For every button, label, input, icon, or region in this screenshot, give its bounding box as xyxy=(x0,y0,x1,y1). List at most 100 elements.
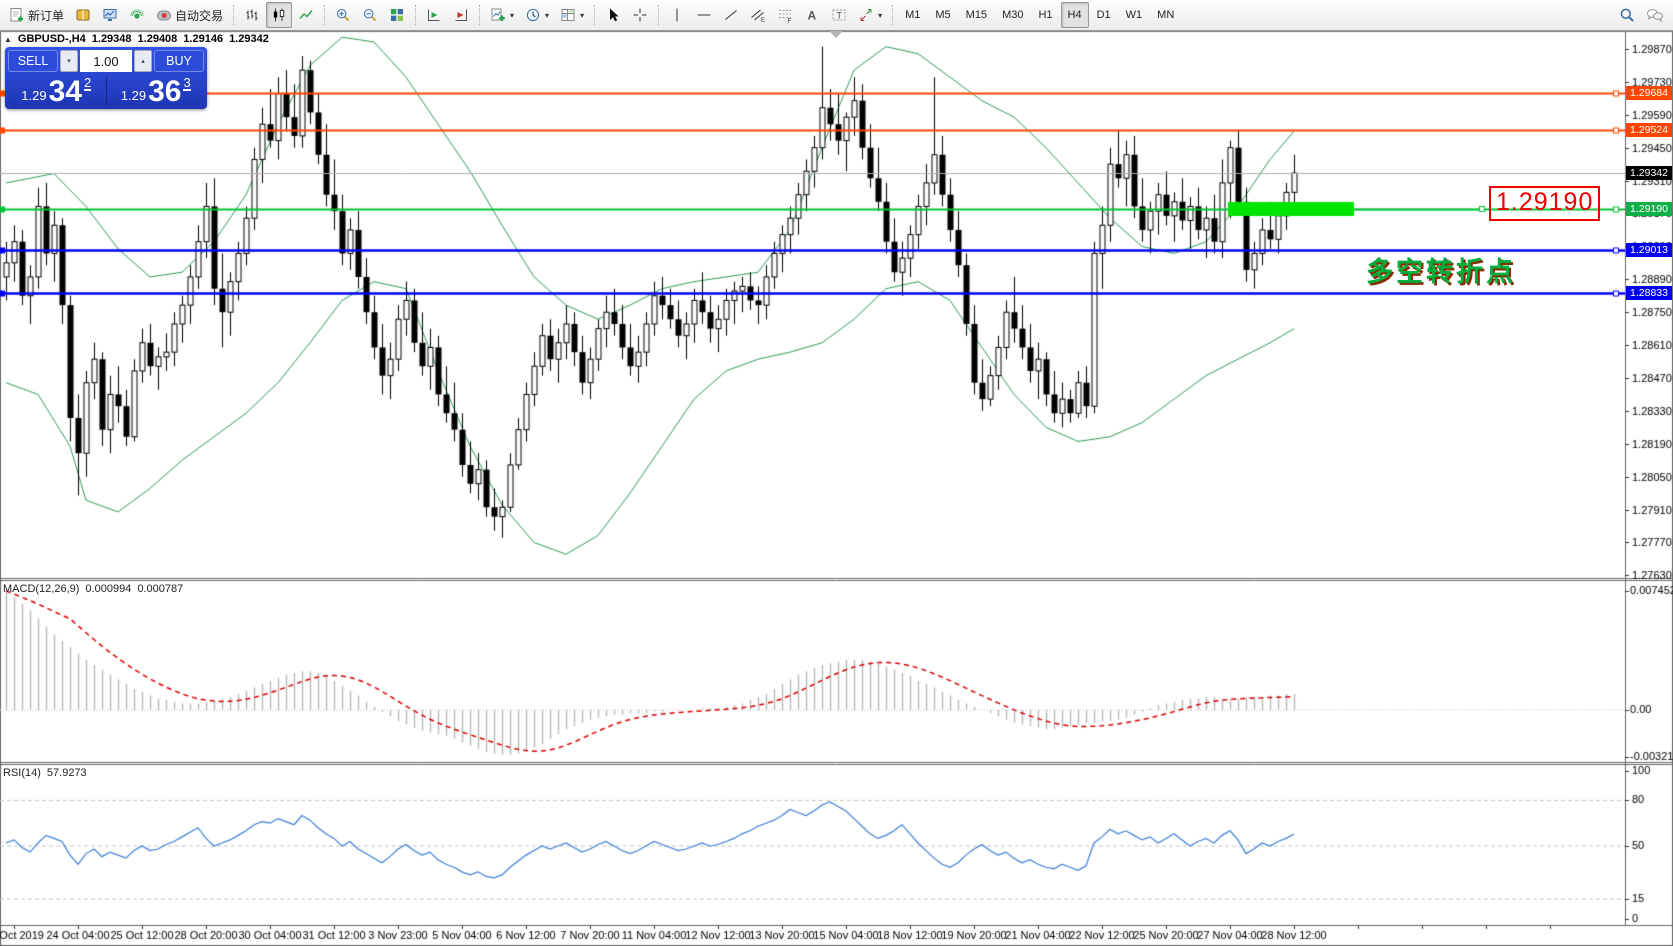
rsi-label: RSI(14) 57.9273 xyxy=(3,767,87,779)
macd-label: MACD(12,26,9) 0.000994 0.000787 xyxy=(3,583,183,595)
fibonacci-button[interactable]: F xyxy=(772,2,798,28)
tf-mn-button[interactable]: MN xyxy=(1157,9,1175,21)
autotrade-label: 自动交易 xyxy=(175,8,224,23)
symbol-period-label: GBPUSD-,H4 xyxy=(17,33,86,45)
search-button[interactable] xyxy=(1614,2,1640,28)
buy-price-base: 1.29 xyxy=(120,88,147,103)
high-value: 1.29408 xyxy=(137,33,178,45)
chat-button[interactable] xyxy=(1641,2,1669,28)
close-value: 1.29342 xyxy=(229,33,269,45)
splitter-grip[interactable] xyxy=(829,31,843,38)
pivot-note-text[interactable]: 多空转折点 xyxy=(1366,257,1516,287)
tf-m1-button[interactable]: M1 xyxy=(905,9,921,21)
svg-text:A: A xyxy=(808,9,817,23)
autotrade-button[interactable]: 自动交易 xyxy=(151,2,228,28)
buy-price[interactable]: 1.29 36 3 xyxy=(105,75,206,106)
book-icon xyxy=(76,9,90,21)
new-order-label: 新订单 xyxy=(28,8,65,23)
buy-button[interactable]: BUY xyxy=(154,50,204,72)
sell-price[interactable]: 1.29 34 2 xyxy=(7,76,106,106)
fibonacci-icon: F xyxy=(779,10,792,24)
text-button[interactable]: A xyxy=(799,2,825,28)
templates-button[interactable]: ▾ xyxy=(555,2,589,28)
navigator-button[interactable] xyxy=(97,2,123,28)
price-level-text-box[interactable]: 1.29190 xyxy=(1489,186,1601,221)
volume-input[interactable]: 1.00 xyxy=(80,50,132,72)
text-label-icon: T xyxy=(832,9,846,21)
indicators-button[interactable]: ▾ xyxy=(485,2,519,28)
text-a-icon: A xyxy=(808,9,817,23)
cursor-icon xyxy=(610,8,619,22)
tf-m15-button[interactable]: M15 xyxy=(965,9,988,21)
zoom-out-button[interactable] xyxy=(357,2,383,28)
cursor-button[interactable] xyxy=(600,2,626,28)
zoom-in-icon xyxy=(337,9,350,22)
svg-text:T: T xyxy=(837,11,843,21)
sell-button[interactable]: SELL xyxy=(8,50,58,72)
tile-windows-button[interactable] xyxy=(384,2,410,28)
toolbar-separator xyxy=(479,5,481,25)
equidistant-channel-button[interactable]: E xyxy=(745,2,771,28)
toolbar-separator xyxy=(415,5,417,25)
volume-up-button[interactable]: ▴ xyxy=(134,50,152,72)
periods-button[interactable]: ▾ xyxy=(520,2,554,28)
bar-chart-icon xyxy=(246,9,258,21)
new-order-icon xyxy=(10,8,23,22)
chat-icon xyxy=(1647,9,1663,23)
volume-down-button[interactable]: ▾ xyxy=(60,50,78,72)
tf-h4-button[interactable]: H4 xyxy=(1060,2,1089,28)
clock-icon xyxy=(526,8,540,22)
toolbar-separator xyxy=(892,5,894,25)
zoom-in-button[interactable] xyxy=(330,2,356,28)
caret-down-icon[interactable]: ▾ xyxy=(580,10,585,20)
arrow-objects-icon xyxy=(860,9,872,21)
arrows-button[interactable]: ▾ xyxy=(853,2,887,28)
horizontal-line-icon xyxy=(697,14,711,16)
caret-down-icon[interactable]: ▾ xyxy=(545,10,550,20)
toolbar-separator xyxy=(324,5,326,25)
candlestick-icon xyxy=(273,8,285,22)
text-label-button[interactable]: T xyxy=(826,2,852,28)
crosshair-button[interactable] xyxy=(627,2,653,28)
caret-down-icon[interactable]: ▾ xyxy=(878,10,883,20)
collapse-panel-icon[interactable]: ▲ xyxy=(4,34,12,44)
sell-price-pips: 34 xyxy=(48,74,82,108)
buy-price-fraction: 3 xyxy=(183,75,191,91)
macd-value-1: 0.000994 xyxy=(85,583,132,595)
signal-icon xyxy=(130,9,144,19)
auto-scroll-button[interactable] xyxy=(421,2,447,28)
line-chart-icon xyxy=(299,10,313,19)
price-tag: 1.28833 xyxy=(1626,286,1672,300)
trendline-button[interactable] xyxy=(718,2,744,28)
chart-shift-button[interactable] xyxy=(448,2,474,28)
tf-m30-button[interactable]: M30 xyxy=(1002,9,1024,21)
price-tag: 1.29190 xyxy=(1626,202,1672,216)
bar-chart-button[interactable] xyxy=(239,2,265,28)
toolbar-separator xyxy=(594,5,596,25)
crosshair-icon xyxy=(633,8,647,22)
line-chart-button[interactable] xyxy=(293,2,319,28)
toolbar-separator xyxy=(658,5,660,25)
vertical-line-button[interactable] xyxy=(664,2,690,28)
sell-price-base: 1.29 xyxy=(21,88,47,103)
tf-h1-button[interactable]: H1 xyxy=(1038,9,1053,21)
signals-button[interactable] xyxy=(124,2,150,28)
tf-d1-button[interactable]: D1 xyxy=(1096,9,1111,21)
market-watch-button[interactable] xyxy=(70,2,96,28)
new-order-button[interactable]: 新订单 xyxy=(4,2,69,28)
candlestick-chart-button[interactable] xyxy=(266,2,293,28)
horizontal-line-button[interactable] xyxy=(691,2,717,28)
monitor-icon xyxy=(103,9,117,21)
macd-name: MACD(12,26,9) xyxy=(3,583,80,595)
sell-price-fraction: 2 xyxy=(83,75,92,91)
tf-m5-button[interactable]: M5 xyxy=(935,9,951,21)
zoom-out-icon xyxy=(364,9,377,22)
caret-down-icon[interactable]: ▾ xyxy=(510,10,515,20)
rsi-value: 57.9273 xyxy=(46,767,87,779)
price-tag: 1.29524 xyxy=(1626,123,1672,137)
macd-value-2: 0.000787 xyxy=(137,583,184,595)
svg-text:F: F xyxy=(788,18,792,24)
chart-title: ▲ GBPUSD-,H4 1.29348 1.29408 1.29146 1.2… xyxy=(4,33,269,45)
tf-w1-button[interactable]: W1 xyxy=(1125,9,1143,21)
